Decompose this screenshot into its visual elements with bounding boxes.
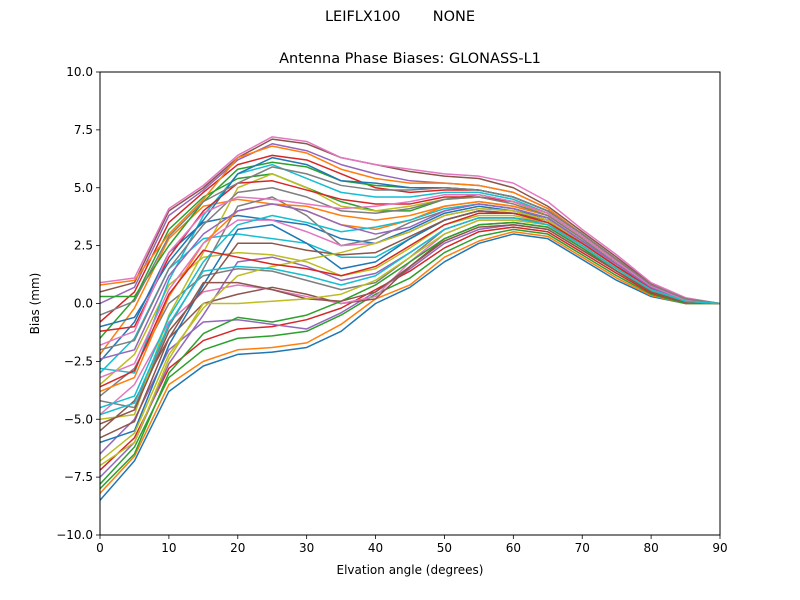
series-line-2: [100, 230, 720, 494]
x-tick-label: 10: [161, 541, 176, 555]
y-tick-label: −10.0: [56, 528, 93, 542]
x-tick-label: 80: [643, 541, 658, 555]
y-tick-label: 7.5: [74, 123, 93, 137]
series-line-1: [100, 233, 720, 501]
series-line-4: [100, 226, 720, 471]
series-line-36: [100, 224, 720, 439]
series-line-3: [100, 228, 720, 485]
series-line-38: [100, 166, 720, 316]
series-line-7: [100, 219, 720, 416]
x-tick-label: 50: [437, 541, 452, 555]
y-tick-label: −2.5: [64, 354, 93, 368]
series-line-37: [100, 193, 720, 346]
series-line-26: [100, 210, 720, 425]
y-tick-label: 5.0: [74, 181, 93, 195]
series-layer: [100, 136, 720, 501]
chart-title: Antenna Phase Biases: GLONASS-L1: [279, 51, 541, 67]
series-line-6: [100, 221, 720, 432]
series-line-8: [100, 217, 720, 397]
y-tick-label: 2.5: [74, 239, 93, 253]
series-line-16: [100, 138, 720, 305]
y-axis-label: Bias (mm): [28, 273, 42, 335]
series-line-34: [100, 212, 720, 388]
x-tick-label: 20: [230, 541, 245, 555]
x-tick-label: 60: [506, 541, 521, 555]
x-tick-label: 0: [96, 541, 104, 555]
x-tick-label: 90: [712, 541, 727, 555]
series-line-17: [100, 136, 720, 305]
series-line-40: [100, 217, 720, 416]
x-tick-label: 70: [575, 541, 590, 555]
x-tick-label: 40: [368, 541, 383, 555]
y-tick-label: 10.0: [66, 65, 93, 79]
y-tick-label: −5.0: [64, 412, 93, 426]
y-tick-label: 0.0: [74, 297, 93, 311]
x-axis-label: Elvation angle (degrees): [337, 563, 484, 577]
series-line-35: [100, 203, 720, 360]
figure-suptitle: LEIFLX100 NONE: [324, 9, 476, 25]
ticks-layer: 0 10 20 30 40 50 60 70 80 90 −10.0 −7.5 −5.0 −2.5 0.0 2…: [56, 65, 727, 555]
x-tick-label: 30: [299, 541, 314, 555]
y-tick-label: −7.5: [64, 470, 93, 484]
